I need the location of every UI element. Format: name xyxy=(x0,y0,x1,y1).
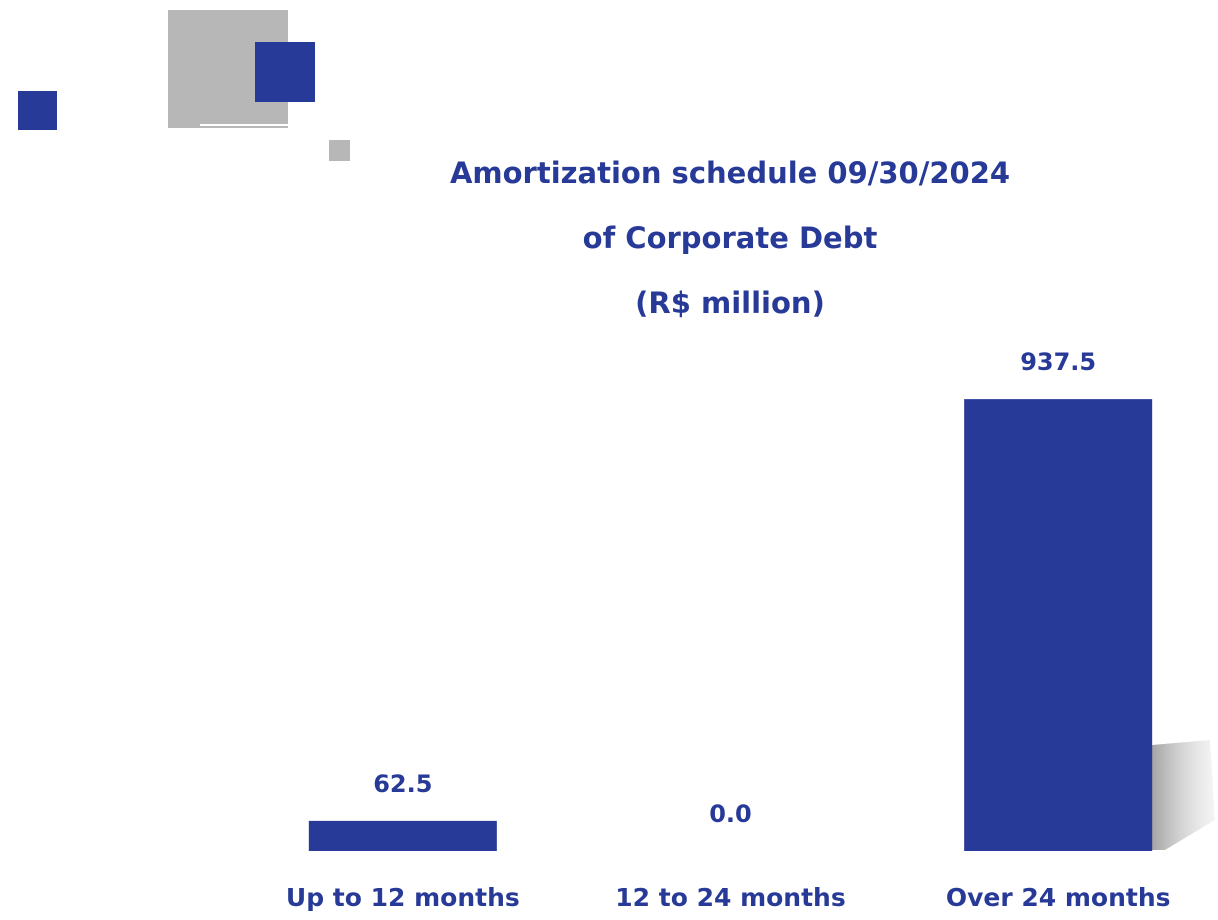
chart-subtitle: (R$ million) xyxy=(635,286,825,320)
value-label: 0.0 xyxy=(709,800,752,828)
x-tick-label: Over 24 months xyxy=(946,883,1171,912)
decor-blue-small xyxy=(18,91,57,130)
x-tick-label: Up to 12 months xyxy=(286,883,520,912)
value-label: 62.5 xyxy=(373,770,432,798)
decor-shadow xyxy=(1152,740,1215,850)
decor-blue-square xyxy=(255,42,315,102)
bar xyxy=(308,820,497,851)
bar xyxy=(964,399,1153,851)
decor-gray-small xyxy=(329,140,350,161)
chart-title: Amortization schedule 09/30/2024 xyxy=(450,156,1010,190)
chart-title: of Corporate Debt xyxy=(583,221,878,255)
value-label: 937.5 xyxy=(1020,348,1096,376)
x-tick-label: 12 to 24 months xyxy=(615,883,845,912)
